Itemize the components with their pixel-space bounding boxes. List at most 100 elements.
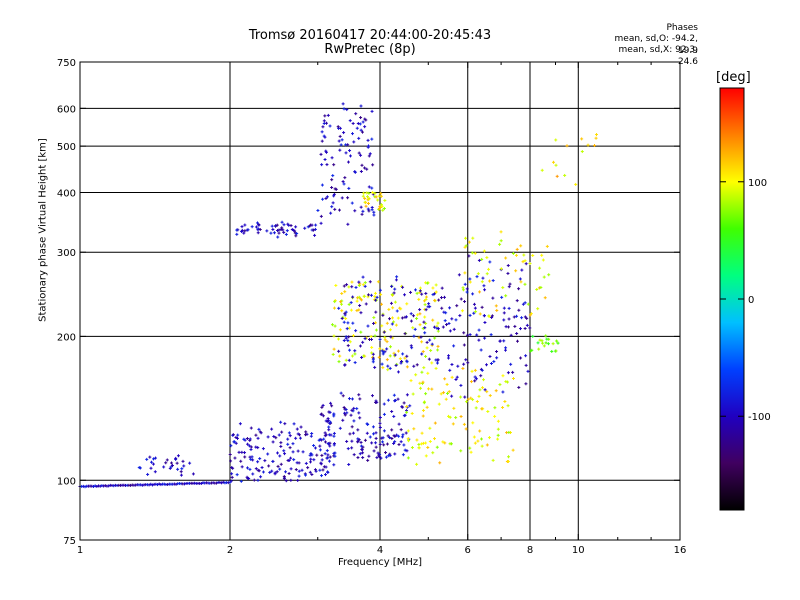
data-point [310,431,314,435]
data-point [321,414,325,418]
data-point [393,399,397,403]
data-point [390,436,394,440]
data-point [338,134,342,138]
data-point [319,221,323,225]
data-point [415,363,419,367]
data-point [199,481,203,485]
data-point [366,324,370,328]
data-point [359,104,363,108]
data-point [348,119,352,123]
data-point [249,426,253,430]
data-point [288,446,292,450]
data-point [373,334,377,338]
data-point [343,290,347,294]
data-point [346,160,350,164]
data-point [366,201,370,205]
colorbar-tick-label: -100 [748,412,771,423]
data-point [234,435,238,439]
data-point [298,436,302,440]
data-point [332,431,336,435]
data-point [440,296,444,300]
data-point [393,287,397,291]
data-point [364,118,368,122]
data-point [360,163,364,167]
data-point [324,149,328,153]
data-point [147,483,151,487]
data-point [355,309,359,313]
data-point [359,205,363,209]
data-point [339,143,343,147]
data-point [294,436,298,440]
data-point [339,300,343,304]
data-point [341,180,345,184]
data-point [363,284,367,288]
data-point [355,296,359,300]
data-point [390,293,394,297]
data-point [248,467,252,471]
data-point [322,437,326,441]
data-point [363,197,367,201]
data-point [297,474,301,478]
data-point [363,125,367,129]
data-point [351,431,355,435]
data-point [338,208,342,212]
data-point [283,452,287,456]
data-point [271,459,275,463]
data-point [287,431,291,435]
data-point [180,467,184,471]
data-point [361,445,365,449]
data-point [393,440,397,444]
data-point [401,352,405,356]
data-point [384,451,388,455]
data-point [383,338,387,342]
data-point [274,224,278,228]
data-point [275,223,279,227]
data-point [329,401,333,405]
data-point [338,148,342,152]
data-point [289,478,293,482]
data-point [292,458,296,462]
data-point [325,449,329,453]
data-point [394,323,398,327]
data-point [256,460,260,464]
data-point [309,460,313,464]
data-point [284,479,288,483]
data-point [231,466,235,470]
data-point [243,229,247,233]
data-point [365,422,369,426]
data-point [433,298,437,302]
data-point [370,109,374,113]
data-point [420,340,424,344]
data-point [342,405,346,409]
data-point [300,468,304,472]
data-point [370,186,374,190]
data-point [382,402,386,406]
data-point [431,286,435,290]
data-point [320,183,324,187]
data-point [331,201,335,205]
data-point [363,166,367,170]
data-point [357,151,361,155]
data-point [422,366,426,370]
data-point [333,207,337,211]
data-point [399,307,403,311]
data-point [397,422,401,426]
data-point [179,470,183,474]
data-point [378,288,382,292]
data-point [376,198,380,202]
data-point [378,347,382,351]
data-point [371,425,375,429]
data-point [373,294,377,298]
data-point [359,440,363,444]
data-point [359,330,363,334]
data-point [357,308,361,312]
data-point [230,472,234,476]
data-point [415,291,419,295]
data-point [350,439,354,443]
data-point [343,413,347,417]
data-point [352,140,356,144]
chart-subtitle: RwPretec (8p) [324,42,416,57]
data-point [412,364,416,368]
data-point [385,347,389,351]
data-point [347,358,351,362]
